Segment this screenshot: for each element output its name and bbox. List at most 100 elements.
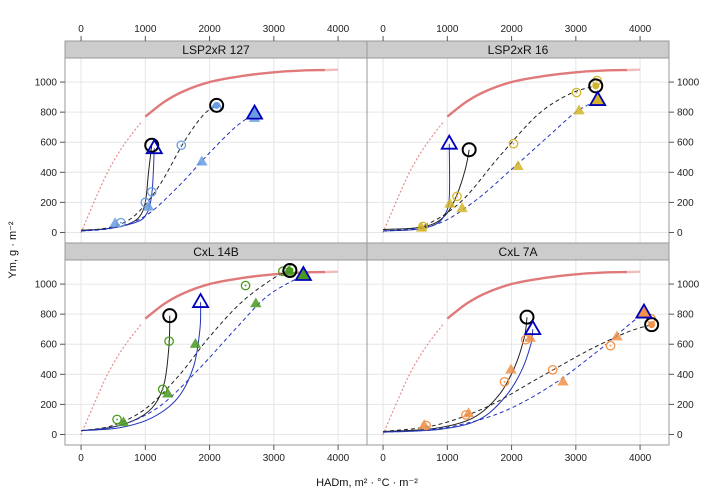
y-tick-label-left: 0 <box>51 228 57 239</box>
x-tick-label-top: 4000 <box>327 24 350 35</box>
panel-background <box>367 58 669 243</box>
x-tick-label-bottom: 4000 <box>327 453 350 464</box>
x-tick-label-bottom: 0 <box>78 453 84 464</box>
panel-plot-area <box>80 68 339 234</box>
data-triangle <box>456 202 468 213</box>
data-circle <box>140 197 151 208</box>
final-circle-fill <box>286 267 294 275</box>
y-tick-label-right: 1000 <box>677 78 700 89</box>
data-circle-center <box>575 91 578 94</box>
final-circle-marker-2 <box>209 97 225 113</box>
final-triangle-filled <box>245 103 264 120</box>
x-tick-label-top: 0 <box>78 24 84 35</box>
solid-black-fit-line <box>81 315 171 432</box>
potential-curve <box>446 270 628 320</box>
final-circle-marker <box>162 308 178 324</box>
y-tick-label-right: 1000 <box>677 280 700 291</box>
data-circle <box>116 217 126 228</box>
y-tick-label-right: 200 <box>677 400 694 411</box>
data-circle-center <box>512 142 515 145</box>
data-circle <box>418 221 428 232</box>
panel-grid <box>367 260 669 445</box>
potential-curve <box>144 68 326 118</box>
potential-curve-dotted <box>382 322 445 436</box>
panel-4: CxL 7A <box>366 242 670 446</box>
panel-background <box>65 58 367 243</box>
data-triangle <box>444 197 456 208</box>
y-tick-label-right: 600 <box>677 340 694 351</box>
data-circle <box>452 191 462 202</box>
panel-plot-area <box>80 263 339 436</box>
data-circle <box>508 138 519 149</box>
data-circle-center <box>465 414 467 416</box>
y-tick-label-right: 0 <box>677 228 683 239</box>
y-tick-label-left: 0 <box>51 430 57 441</box>
data-triangle <box>512 160 524 170</box>
data-circle-center <box>116 418 118 421</box>
data-triangle <box>196 155 208 166</box>
x-tick-label-top: 1000 <box>134 24 157 35</box>
x-tick-label-bottom: 3000 <box>263 453 286 464</box>
dashed-black-fit-line <box>81 104 217 231</box>
data-circle-center <box>609 344 612 347</box>
final-circle-marker <box>519 309 535 325</box>
panel-plot-area <box>382 270 660 436</box>
y-tick-label-left: 400 <box>40 370 57 381</box>
y-tick-label-left: 800 <box>40 310 57 321</box>
potential-curve-dotted <box>382 120 445 234</box>
y-tick-label-left: 400 <box>40 168 57 179</box>
panels-layer: LSP2xR 127 LSP2xR 16 CxL 14B CxL 7A <box>64 40 670 446</box>
panel-title: CxL 14B <box>193 245 239 259</box>
final-triangle-open <box>145 138 164 155</box>
potential-curve-dotted <box>80 120 143 234</box>
final-triangle-open <box>191 292 210 308</box>
y-tick-label-right: 800 <box>677 108 694 119</box>
x-tick-label-bottom: 0 <box>380 453 386 464</box>
x-tick-label-bottom: 4000 <box>629 453 652 464</box>
final-circle-fill <box>592 82 600 90</box>
x-tick-label-top: 0 <box>380 24 386 35</box>
data-triangle <box>189 338 202 348</box>
y-tick-label-left: 200 <box>40 198 57 209</box>
data-circle <box>499 376 510 387</box>
data-circle <box>520 334 531 345</box>
data-circle-center <box>425 424 428 427</box>
data-circle-center <box>144 201 147 204</box>
final-circle-fill <box>648 321 656 329</box>
data-circle-center <box>120 221 122 224</box>
y-tick-label-left: 600 <box>40 138 57 149</box>
data-circle-center <box>168 340 170 343</box>
final-circle-marker-2 <box>282 263 298 279</box>
x-axis-title: HADm, m² · °C · m⁻² <box>316 477 418 489</box>
final-triangle-open <box>440 133 459 150</box>
panel-title: LSP2xR 127 <box>182 43 250 57</box>
strip-background <box>366 40 670 59</box>
potential-curve <box>446 68 628 118</box>
axes-layer: 0010001000200020003000300040004000001000… <box>35 24 700 464</box>
final-triangle-filled <box>634 302 653 319</box>
solid-blue-fit-line <box>383 329 534 433</box>
panel-plot-area <box>382 68 641 234</box>
x-tick-label-top: 2000 <box>198 24 221 35</box>
data-circle <box>146 187 157 197</box>
data-circle <box>605 340 616 351</box>
solid-blue-fit-line <box>81 302 202 432</box>
data-circle <box>461 410 471 420</box>
data-circle-center <box>244 284 247 287</box>
data-circle-center <box>551 368 554 371</box>
data-circle-center <box>524 338 527 341</box>
dashed-black-fit-line <box>80 270 291 432</box>
strip-background <box>366 242 670 261</box>
panel-title: CxL 7A <box>499 245 538 259</box>
data-circle <box>240 280 251 291</box>
dashed-black-fit-line <box>383 324 652 432</box>
dashed-blue-fit-line <box>383 312 645 433</box>
x-tick-label-bottom: 3000 <box>565 453 588 464</box>
y-tick-label-left: 1000 <box>35 280 58 291</box>
data-triangle <box>557 375 569 386</box>
data-circle-center <box>503 380 506 383</box>
panel-3: CxL 14B <box>64 242 368 446</box>
x-tick-label-bottom: 2000 <box>500 453 523 464</box>
solid-black-fit-line <box>383 317 528 432</box>
data-circle <box>176 140 187 151</box>
